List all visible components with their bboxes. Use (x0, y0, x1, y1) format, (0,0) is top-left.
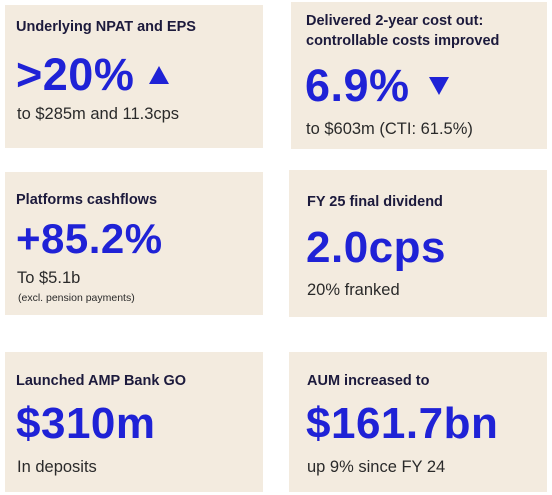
card-subtitle: up 9% since FY 24 (307, 458, 446, 476)
triangle-down-icon (428, 77, 449, 95)
metric-value: 2.0cps (306, 223, 446, 272)
triangle-up-icon (149, 66, 170, 84)
metric-row: 2.0cps (306, 222, 446, 274)
card-title: Underlying NPAT and EPS (16, 19, 196, 35)
card-amp-bank-go: Launched AMP Bank GO $310m In deposits (5, 352, 263, 492)
card-title: FY 25 final dividend (307, 194, 443, 210)
card-title: AUM increased to (307, 373, 430, 389)
card-platforms-cashflows: Platforms cashflows +85.2% To $5.1b (exc… (5, 172, 263, 315)
card-subtitle: to $603m (CTI: 61.5%) (306, 120, 473, 138)
card-npat-eps: Underlying NPAT and EPS >20% to $285m an… (5, 5, 263, 148)
card-subtitle: To $5.1b (17, 269, 81, 287)
metric-value: +85.2% (16, 215, 163, 262)
metric-value: 6.9% (305, 60, 410, 111)
metric-row: +85.2% (16, 214, 163, 264)
card-subtitle: In deposits (17, 458, 97, 476)
card-note: (excl. pension payments) (18, 292, 135, 304)
card-subtitle: 20% franked (307, 281, 400, 299)
metric-row: >20% (16, 49, 170, 101)
card-subtitle: to $285m and 11.3cps (17, 105, 180, 123)
card-aum: AUM increased to $161.7bn up 9% since FY… (289, 352, 547, 492)
metric-value: $161.7bn (306, 399, 499, 448)
card-title: Platforms cashflows (16, 192, 158, 208)
card-title: Launched AMP Bank GO (16, 373, 186, 389)
card-title-line-1: Delivered 2-year cost out: (306, 13, 484, 29)
card-final-dividend: FY 25 final dividend 2.0cps 20% franked (289, 170, 547, 317)
metric-value: $310m (16, 399, 156, 448)
metric-row: $161.7bn (306, 397, 498, 451)
metric-row: $310m (16, 397, 156, 451)
card-cost-out: Delivered 2-year cost out: controllable … (291, 2, 547, 149)
card-title-line-2: controllable costs improved (306, 33, 500, 49)
metric-value: >20% (16, 49, 135, 100)
metric-row: 6.9% (305, 60, 450, 112)
